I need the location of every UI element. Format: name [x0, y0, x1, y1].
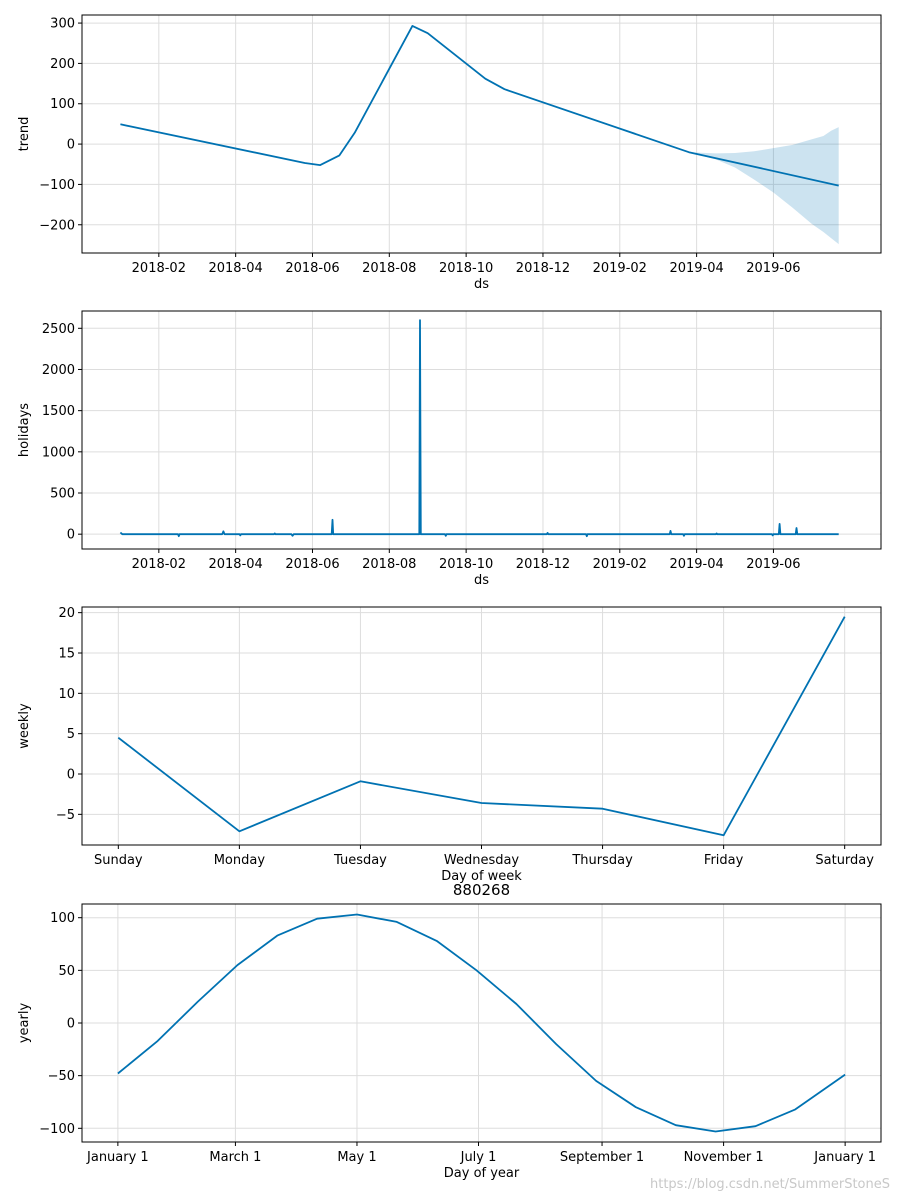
x-tick-label: 2019-02	[593, 261, 647, 276]
y-tick-label: 500	[50, 487, 75, 502]
x-tick-label: Wednesday	[444, 853, 520, 868]
y-tick-label: 0	[67, 528, 75, 543]
plot-frame	[81, 310, 882, 550]
weekly-series-line	[117, 616, 846, 837]
x-tick-label: Sunday	[94, 853, 143, 868]
x-tick-label: November 1	[684, 1150, 764, 1165]
yearly-panel: January 1 March 1 May 1 July 1 September 1 No…	[17, 881, 882, 1181]
x-tick-label: 2018-06	[285, 557, 339, 572]
y-tick-label: 50	[58, 964, 75, 979]
x-tick-label: March 1	[209, 1150, 261, 1165]
x-tick-label: 2018-08	[362, 261, 416, 276]
y-axis-label: weekly	[17, 703, 32, 749]
y-axis-label: holidays	[17, 403, 32, 457]
x-axis-label: ds	[474, 573, 489, 588]
y-axis-label: trend	[17, 117, 32, 152]
x-tick-label: Thursday	[571, 853, 633, 868]
y-tick-label: 1500	[42, 404, 75, 419]
holidays-panel: 2018-02 2018-04 2018-06 2018-08 2018-10 2018-…	[17, 310, 882, 588]
chart-title: 880268	[453, 881, 510, 899]
y-tick-label: −5	[56, 808, 75, 823]
x-tick-label: 2019-04	[669, 261, 723, 276]
x-axis-label: ds	[474, 277, 489, 292]
plot-frame	[81, 14, 882, 254]
x-tick-label: 2018-10	[439, 261, 493, 276]
x-tick-label: May 1	[337, 1150, 376, 1165]
y-tick-label: 100	[50, 911, 75, 926]
yearly-series-line	[117, 913, 846, 1133]
x-tick-label: 2018-06	[285, 261, 339, 276]
uncertainty-band	[688, 127, 839, 245]
holidays-series-line	[119, 319, 839, 538]
y-tick-label: 2000	[42, 363, 75, 378]
watermark-text: https://blog.csdn.net/SummerStoneS	[650, 1177, 890, 1192]
trend-panel: 2018-02 2018-04 2018-06 2018-08 2018-10 2018-…	[17, 14, 882, 292]
x-tick-label: Tuesday	[333, 853, 387, 868]
y-tick-label: 0	[67, 1017, 75, 1032]
x-tick-label: 2019-06	[746, 261, 800, 276]
x-tick-label: Friday	[704, 853, 744, 868]
x-tick-label: September 1	[560, 1150, 644, 1165]
y-tick-label: −100	[39, 178, 75, 193]
weekly-panel: Sunday Monday Tuesday Wednesday Thursday Frid…	[17, 606, 882, 884]
y-tick-label: 0	[67, 768, 75, 783]
y-tick-label: 1000	[42, 445, 75, 460]
y-tick-label: 100	[50, 97, 75, 112]
x-tick-label: 2019-06	[746, 557, 800, 572]
x-tick-label: January 1	[86, 1150, 149, 1165]
x-tick-label: 2018-02	[132, 261, 186, 276]
x-tick-label: Saturday	[815, 853, 874, 868]
y-tick-label: 5	[67, 727, 75, 742]
y-tick-label: 10	[58, 687, 75, 702]
x-tick-label: 2018-12	[516, 261, 570, 276]
x-axis-label: Day of week	[441, 869, 522, 884]
x-tick-label: 2018-10	[439, 557, 493, 572]
x-tick-label: January 1	[813, 1150, 876, 1165]
x-axis-label: Day of year	[444, 1166, 520, 1181]
x-tick-label: 2018-04	[208, 557, 262, 572]
y-tick-label: 15	[58, 646, 75, 661]
y-tick-label: −200	[39, 218, 75, 233]
x-tick-label: 2018-12	[516, 557, 570, 572]
y-tick-label: −50	[48, 1069, 75, 1084]
x-tick-label: July 1	[460, 1150, 497, 1165]
y-tick-label: −100	[39, 1122, 75, 1137]
y-tick-label: 2500	[42, 322, 75, 337]
x-tick-label: 2018-02	[132, 557, 186, 572]
x-tick-label: 2019-04	[669, 557, 723, 572]
x-tick-label: 2018-04	[208, 261, 262, 276]
y-tick-label: 20	[58, 606, 75, 621]
x-tick-label: 2018-08	[362, 557, 416, 572]
y-tick-label: 200	[50, 57, 75, 72]
y-tick-label: 300	[50, 17, 75, 32]
y-tick-label: 0	[67, 138, 75, 153]
x-tick-label: 2019-02	[593, 557, 647, 572]
trend-series-line	[120, 25, 839, 187]
y-axis-label: yearly	[17, 1003, 32, 1044]
x-tick-label: Monday	[214, 853, 266, 868]
